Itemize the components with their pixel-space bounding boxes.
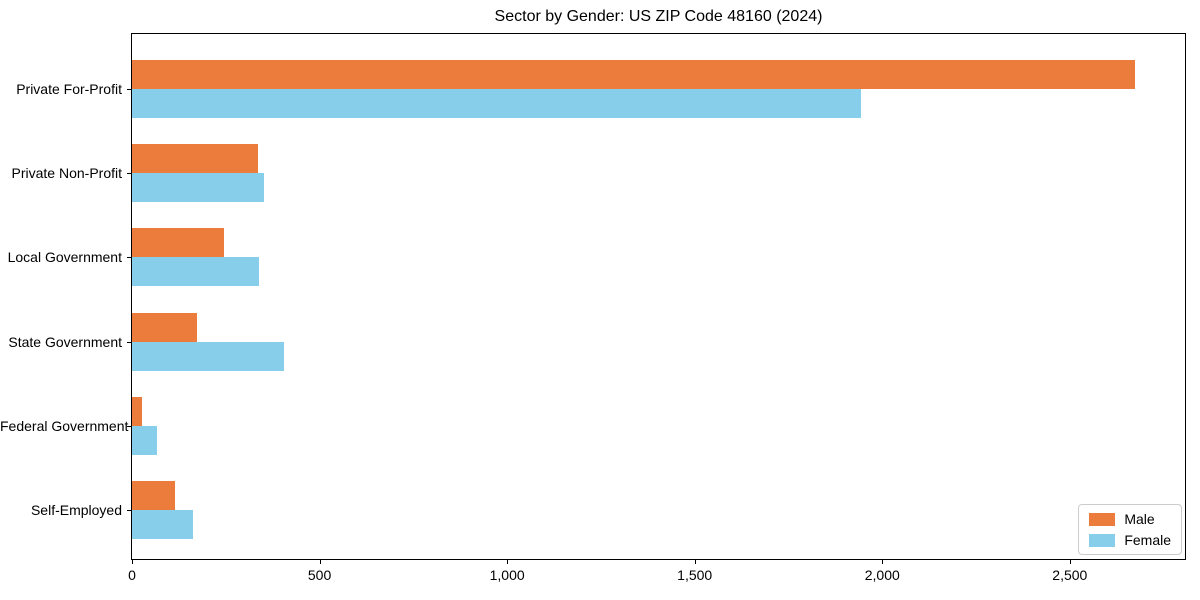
x-tick-label-500: 500 — [307, 567, 332, 583]
bar-male-private-for-profit — [132, 60, 1135, 89]
legend-item-female: Female — [1089, 533, 1171, 547]
bar-male-federal-government — [132, 396, 142, 426]
y-tick-label-state-government: State Government — [8, 333, 122, 350]
male-swatch-icon — [1089, 512, 1116, 526]
legend-label-female: Female — [1124, 532, 1171, 548]
y-tick-label-federal-government: Federal Government — [0, 417, 129, 434]
y-tick-mark-federal-government — [127, 425, 131, 427]
x-tick-mark-1500 — [694, 560, 696, 564]
y-tick-mark-state-government — [127, 341, 131, 343]
x-tick-label-1500: 1,500 — [677, 567, 713, 583]
y-tick-mark-self-employed — [127, 510, 131, 511]
bar-male-local-government — [132, 228, 224, 258]
y-tick-label-private-non-profit: Private Non-Profit — [11, 165, 122, 182]
y-tick-mark-private-non-profit — [127, 173, 131, 175]
bar-male-private-non-profit — [132, 144, 258, 174]
chart-title: Sector by Gender: US ZIP Code 48160 (202… — [494, 8, 823, 25]
female-swatch-icon — [1089, 533, 1116, 547]
y-tick-label-local-government: Local Government — [7, 249, 122, 266]
bars-layer — [132, 34, 1185, 559]
bar-female-self-employed — [132, 510, 193, 539]
x-tick-mark-500 — [319, 560, 321, 564]
legend-label-male: Male — [1124, 511, 1155, 527]
y-tick-mark-local-government — [127, 257, 131, 259]
x-tick-mark-1000 — [507, 560, 509, 564]
bar-female-state-government — [132, 341, 284, 371]
x-tick-mark-0 — [132, 560, 133, 564]
x-tick-mark-2000 — [882, 560, 884, 564]
y-tick-label-private-for-profit: Private For-Profit — [16, 81, 122, 97]
bar-female-federal-government — [132, 425, 157, 455]
x-tick-label-1000: 1,000 — [489, 567, 525, 583]
bar-male-state-government — [132, 312, 197, 342]
y-tick-mark-private-for-profit — [127, 89, 131, 90]
bar-female-local-government — [132, 257, 260, 287]
bar-male-self-employed — [132, 481, 175, 510]
plot-area: Male Female — [131, 33, 1186, 560]
legend-item-male: Male — [1089, 512, 1171, 526]
bar-female-private-for-profit — [132, 89, 862, 118]
bar-female-private-non-profit — [132, 173, 265, 203]
legend: Male Female — [1078, 504, 1182, 555]
x-tick-label-2000: 2,000 — [864, 567, 900, 583]
x-tick-label-0: 0 — [128, 567, 136, 583]
x-tick-mark-2500 — [1069, 560, 1071, 564]
y-tick-label-self-employed: Self-Employed — [30, 502, 122, 518]
x-tick-label-2500: 2,500 — [1052, 567, 1088, 583]
